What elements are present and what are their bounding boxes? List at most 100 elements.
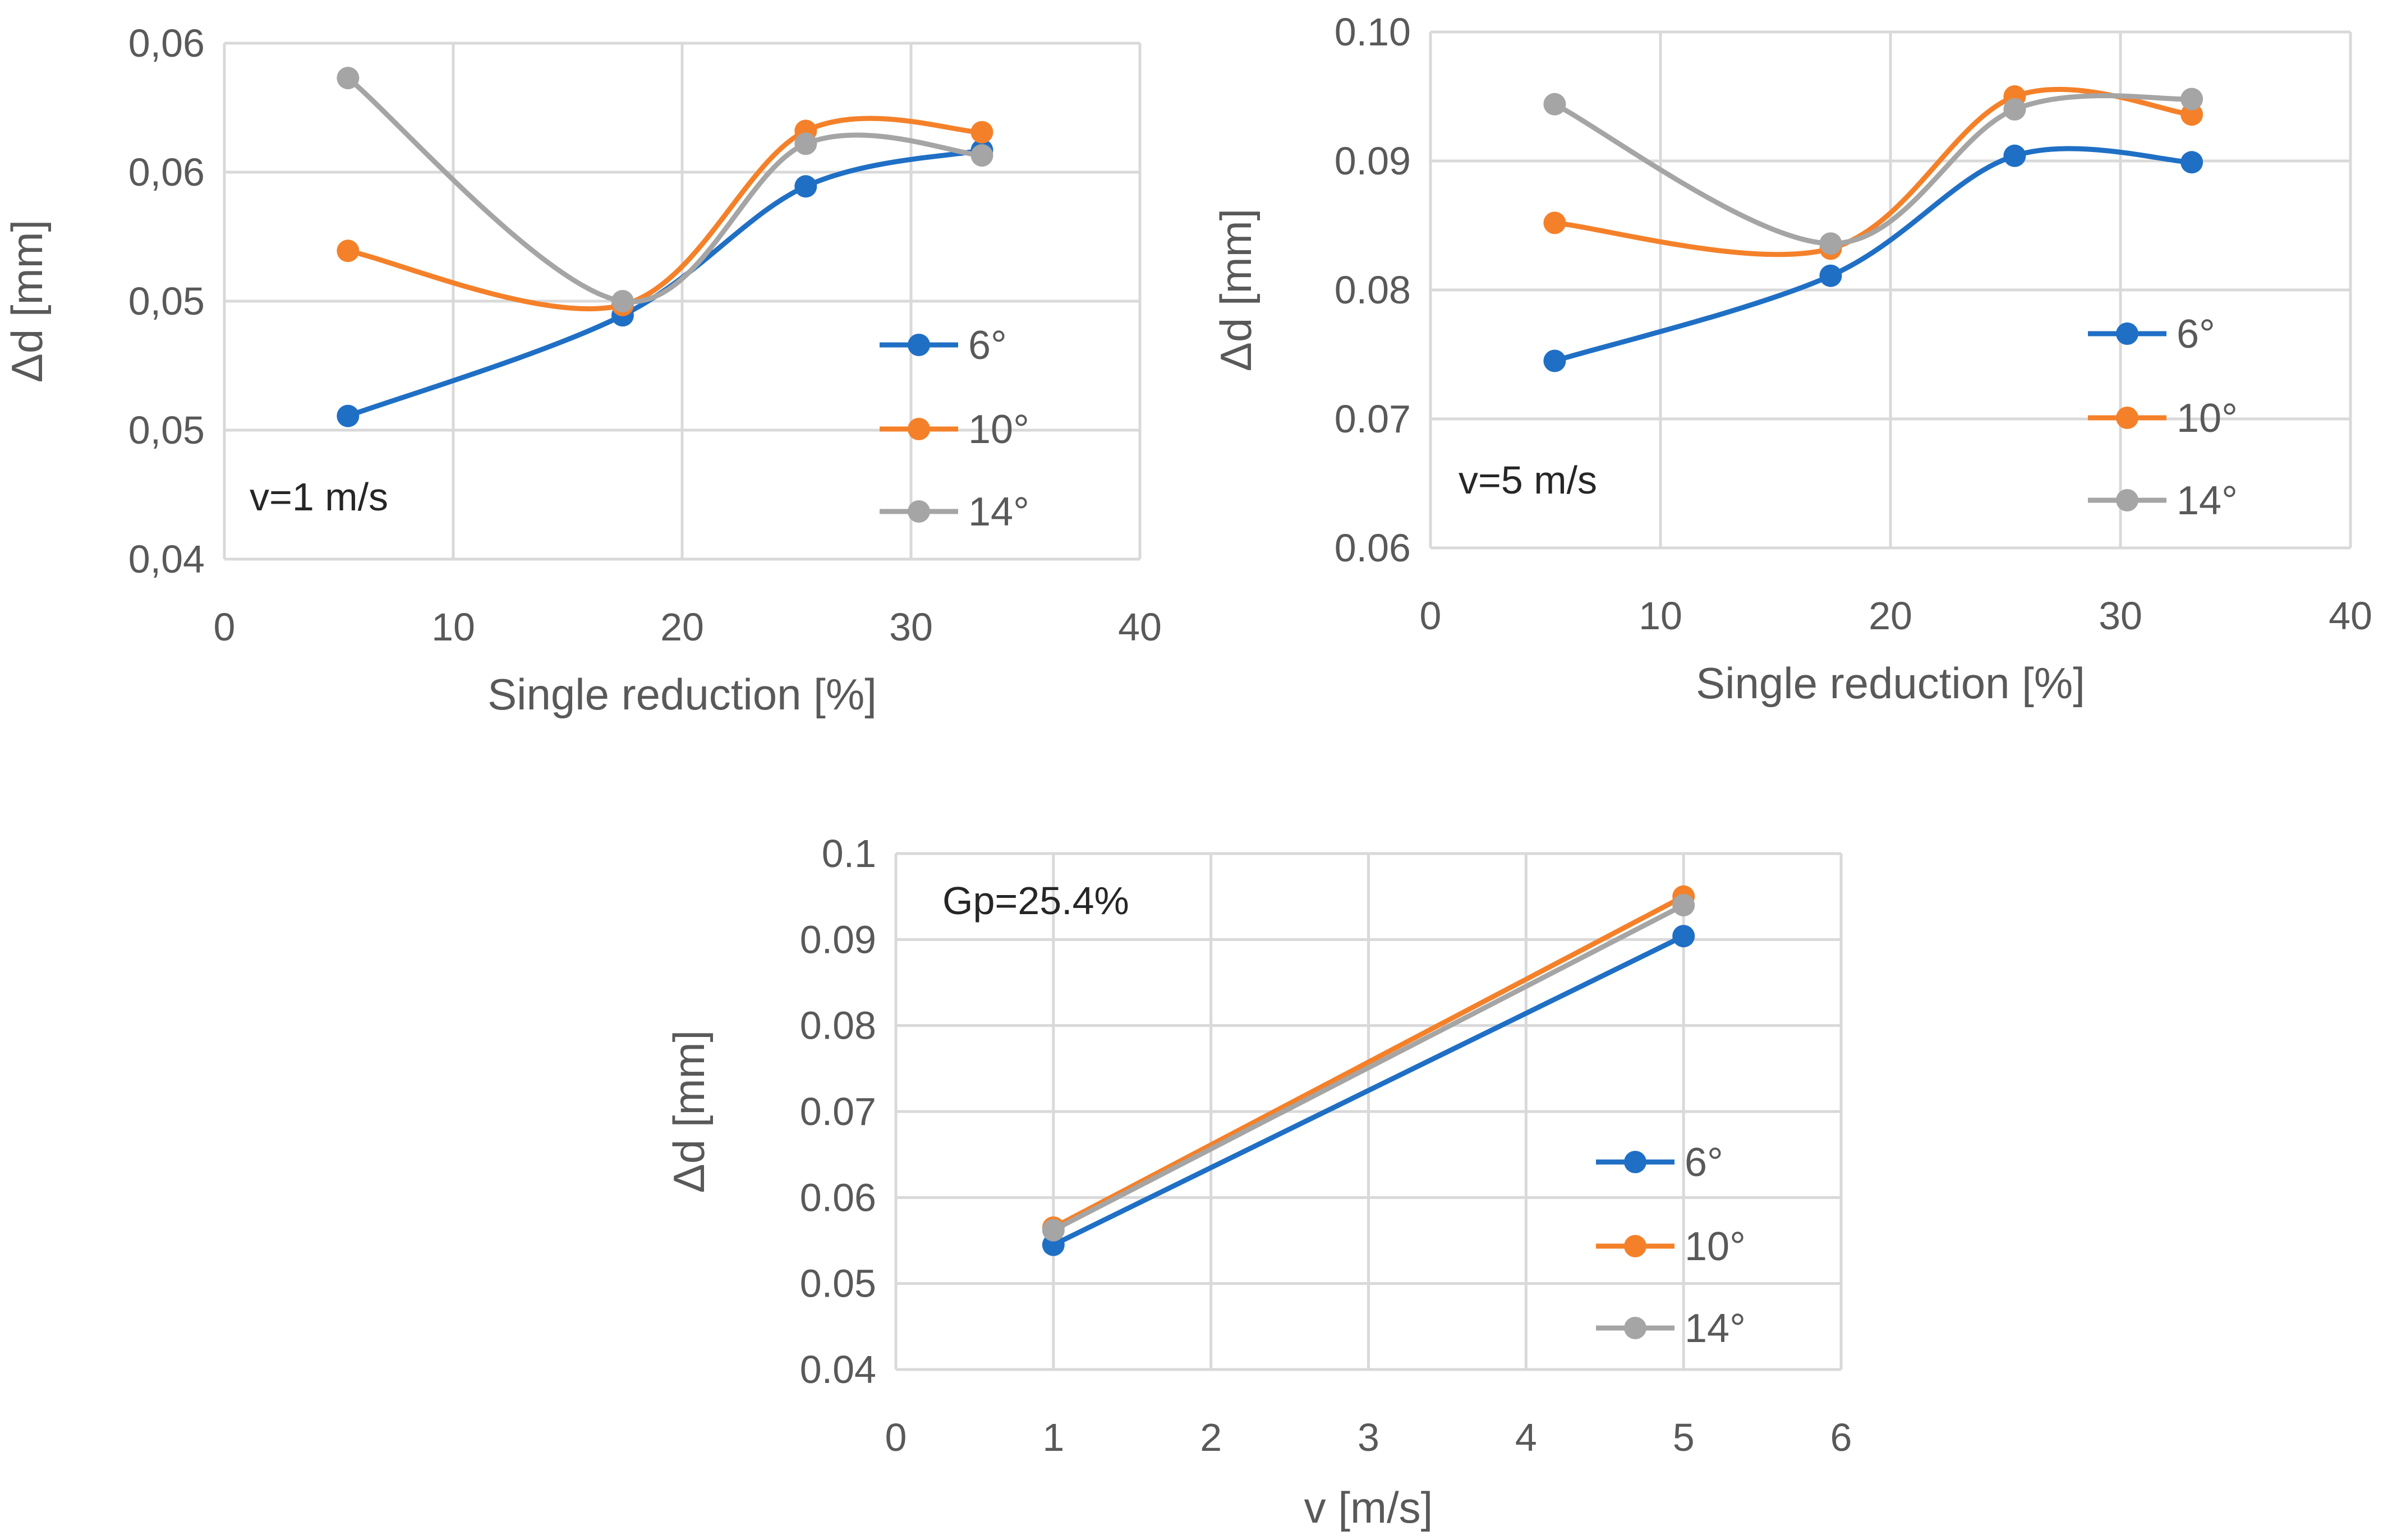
- legend-label: 14°: [2177, 478, 2238, 523]
- series-line-0: [1552, 146, 2195, 363]
- data-point: [794, 132, 817, 155]
- data-point: [337, 239, 360, 262]
- y-tick-label: 0.09: [1335, 139, 1411, 183]
- series-line-1: [1051, 894, 1686, 1230]
- x-tick-label: 3: [1358, 1415, 1379, 1459]
- legend-swatch-marker: [908, 418, 930, 440]
- data-point: [970, 144, 993, 167]
- legend-label: 10°: [1685, 1224, 1746, 1269]
- legend-label: 10°: [2177, 396, 2238, 441]
- chart-annotation: v=1 m/s: [250, 475, 388, 519]
- legend-entry: 14°: [880, 490, 1029, 534]
- y-tick-label: 0.05: [800, 1262, 876, 1306]
- y-tick-label: 0.07: [1335, 397, 1411, 441]
- series-line-2: [345, 75, 985, 305]
- y-tick-label: 0.10: [1335, 10, 1411, 54]
- data-point: [2180, 151, 2203, 174]
- legend-swatch-marker: [2116, 322, 2138, 345]
- series-line-0: [345, 147, 985, 419]
- y-tick-label: 0.06: [1335, 526, 1411, 570]
- x-tick-label: 0: [214, 605, 236, 649]
- legend-swatch-marker: [908, 334, 930, 356]
- x-tick-label: 1: [1042, 1415, 1064, 1459]
- x-tick-label: 4: [1515, 1415, 1537, 1459]
- data-point: [337, 404, 360, 427]
- y-tick-label: 0.07: [800, 1090, 876, 1133]
- x-tick-label: 6: [1830, 1415, 1852, 1459]
- data-point: [1543, 211, 1566, 234]
- x-tick-label: 30: [2099, 594, 2142, 638]
- chart-annotation: v=5 m/s: [1459, 458, 1597, 502]
- y-tick-label: 0,05: [128, 408, 205, 452]
- data-point: [1543, 349, 1566, 372]
- legend-label: 6°: [968, 323, 1007, 368]
- y-tick-label: 0,06: [128, 150, 205, 194]
- y-tick-label: 0,06: [128, 21, 205, 65]
- legend-entry: 6°: [2088, 312, 2215, 357]
- legend-swatch-marker: [908, 500, 930, 523]
- legend-entry: 10°: [880, 407, 1029, 452]
- y-axis-title: Δd [mm]: [664, 1030, 714, 1193]
- data-point: [1819, 264, 1842, 287]
- data-point: [611, 290, 634, 312]
- y-tick-label: 0.06: [800, 1175, 876, 1219]
- legend-swatch-marker: [1624, 1317, 1646, 1339]
- chart-reduction-v5: 0.06 0.07 0.08 0.09 0.10 0 10 20 30 40 Single redu…: [1211, 10, 2372, 708]
- x-tick-label: 20: [660, 605, 704, 649]
- data-point: [2003, 144, 2026, 167]
- data-point: [337, 67, 360, 90]
- x-axis-title: Single reduction [%]: [487, 670, 877, 719]
- data-point: [970, 121, 993, 144]
- legend-swatch-marker: [2116, 407, 2138, 429]
- chart-annotation: Gp=25.4%: [942, 879, 1129, 923]
- data-point: [1819, 232, 1842, 255]
- x-tick-label: 0: [1420, 594, 1442, 638]
- legend-label: 10°: [968, 407, 1029, 452]
- legend-entry: 10°: [1596, 1224, 1746, 1269]
- series-line-2: [1552, 93, 2195, 246]
- x-tick-label: 5: [1673, 1415, 1695, 1459]
- x-tick-label: 2: [1200, 1415, 1222, 1459]
- data-point: [2180, 103, 2203, 126]
- legend-entry: 10°: [2088, 396, 2238, 441]
- series-line-1: [345, 116, 985, 312]
- legend-label: 14°: [968, 490, 1029, 534]
- y-axis-title: Δd [mm]: [1211, 209, 1260, 371]
- x-tick-label: 10: [431, 605, 475, 649]
- y-tick-label: 0.09: [800, 917, 876, 961]
- y-tick-label: 0.08: [1335, 268, 1411, 312]
- chart-reduction-v1: 0,04 0,05 0,05 0,06 0,06 0 10 20 30 40 Single redu…: [2, 21, 1162, 719]
- legend-entry: 6°: [880, 323, 1007, 368]
- series-line-0: [1051, 933, 1686, 1248]
- x-tick-label: 20: [1869, 594, 1912, 638]
- legend-label: 14°: [1685, 1306, 1746, 1351]
- x-tick-label: 0: [885, 1415, 907, 1459]
- series-line-2: [1051, 902, 1686, 1233]
- legend-entry: 6°: [1596, 1140, 1723, 1185]
- legend-label: 6°: [2177, 312, 2215, 357]
- legend-swatch-marker: [1624, 1235, 1646, 1257]
- chart-velocity-gp: 0.04 0.05 0.06 0.07 0.08 0.09 0.1 0 1 2 3 4 5 6 v [m/s…: [664, 832, 1852, 1532]
- data-point: [2180, 87, 2203, 110]
- x-tick-label: 10: [1639, 594, 1682, 638]
- y-tick-label: 0.04: [800, 1348, 876, 1391]
- data-point: [1672, 894, 1695, 916]
- y-axis-title: Δd [mm]: [2, 220, 52, 382]
- data-point: [1042, 1219, 1065, 1242]
- legend-label: 6°: [1685, 1140, 1723, 1185]
- x-axis-title: v [m/s]: [1304, 1483, 1433, 1532]
- y-tick-label: 0,05: [128, 279, 205, 323]
- x-axis-title: Single reduction [%]: [1696, 658, 2085, 708]
- legend-entry: 14°: [2088, 478, 2238, 523]
- x-tick-label: 40: [2329, 594, 2372, 638]
- x-tick-label: 40: [1118, 605, 1162, 649]
- data-point: [2003, 98, 2026, 121]
- data-point: [794, 175, 817, 198]
- legend-swatch-marker: [2116, 489, 2138, 511]
- y-tick-label: 0.1: [822, 832, 876, 875]
- x-tick-label: 30: [889, 605, 933, 649]
- data-point: [1672, 925, 1695, 948]
- legend-entry: 14°: [1596, 1306, 1746, 1351]
